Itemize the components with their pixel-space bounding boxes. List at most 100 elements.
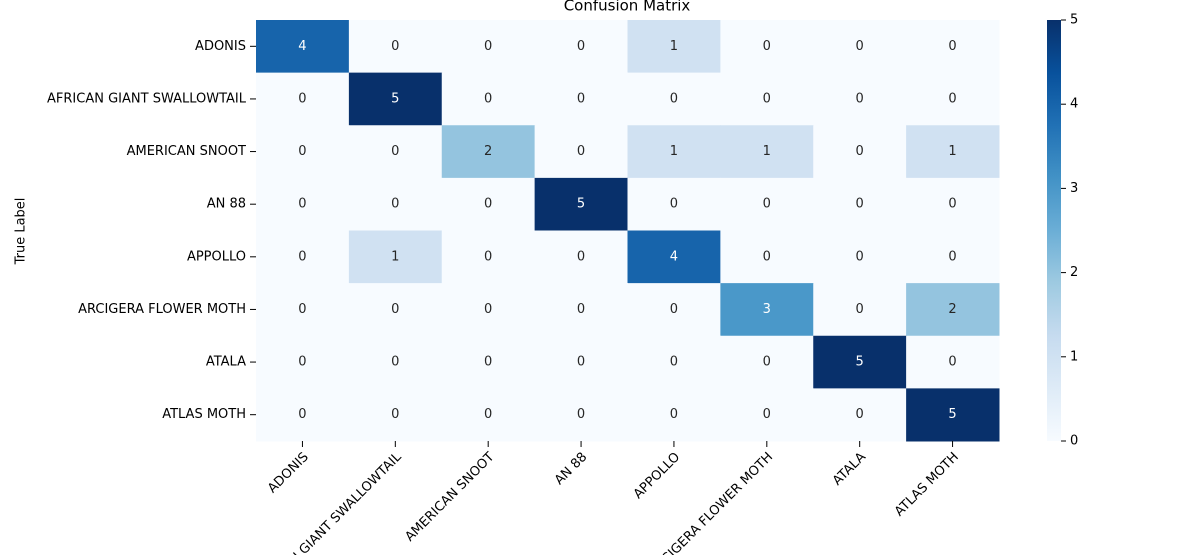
cell-value-label: 4 (670, 249, 678, 264)
heatmap-cell (813, 230, 907, 284)
heatmap-cell (441, 125, 536, 179)
heatmap-cell (627, 125, 721, 179)
heatmap-cell (720, 125, 814, 179)
x-tick-label: AMERICAN SNOOT (402, 450, 497, 545)
cell-value-label: 0 (856, 302, 864, 317)
x-tick-label: AN 88 (552, 450, 590, 488)
cell-value-label: 2 (484, 144, 492, 159)
heatmap-cell (627, 283, 721, 337)
y-tick-label: AMERICAN SNOOT (127, 144, 246, 159)
heatmap-cell (720, 388, 814, 442)
heatmap-cell (534, 335, 628, 389)
heatmap-cell (441, 335, 536, 389)
colorbar-tick-label: 0 (1070, 434, 1078, 449)
heatmap-cell (534, 230, 628, 284)
heatmap-cell (256, 125, 350, 179)
heatmap-cell (627, 388, 721, 442)
y-axis-label: True Label (14, 198, 29, 266)
cell-value-label: 0 (856, 91, 864, 106)
cell-value-label: 0 (298, 144, 306, 159)
y-tick-label: AFRICAN GIANT SWALLOWTAIL (47, 91, 247, 106)
y-tick-label: ADONIS (195, 39, 246, 54)
heatmap-cell (627, 335, 721, 389)
heatmap-cell (627, 177, 721, 231)
cell-value-label: 5 (577, 197, 585, 212)
cell-value-label: 0 (763, 407, 771, 422)
cell-value-label: 0 (577, 249, 585, 264)
colorbar-tick-label: 5 (1070, 13, 1078, 28)
heatmap-cell (813, 388, 907, 442)
x-tick-label: ADONIS (265, 450, 312, 497)
cell-value-label: 0 (763, 39, 771, 54)
cell-value-label: 1 (670, 39, 678, 54)
heatmap-cell (348, 20, 443, 74)
heatmap-cell (534, 388, 628, 442)
cell-value-label: 5 (391, 91, 399, 106)
heatmap-cell (720, 335, 814, 389)
heatmap-cell (256, 283, 350, 337)
heatmap-cell (906, 283, 1000, 337)
cell-value-label: 0 (856, 197, 864, 212)
cell-value-label: 0 (670, 407, 678, 422)
cell-value-label: 0 (391, 355, 399, 370)
cell-value-label: 0 (763, 197, 771, 212)
cell-value-label: 0 (391, 39, 399, 54)
colorbar-tick-label: 1 (1070, 349, 1078, 364)
heatmap-cell (627, 20, 721, 74)
cell-value-label: 0 (391, 144, 399, 159)
cell-value-label: 0 (577, 355, 585, 370)
x-tick-label: ATALA (830, 450, 869, 489)
heatmap-cell (256, 230, 350, 284)
heatmap-cell (256, 177, 350, 231)
y-tick-label: ATALA (206, 355, 246, 370)
cell-value-label: 0 (298, 407, 306, 422)
heatmap-cell (256, 335, 350, 389)
cell-value-label: 0 (577, 39, 585, 54)
cell-value-label: 0 (484, 355, 492, 370)
cell-value-label: 0 (948, 197, 956, 212)
heatmap-cell (906, 335, 1000, 389)
heatmap-cell (441, 20, 536, 74)
heatmap-cell (441, 72, 536, 126)
heatmap-cell (348, 177, 443, 231)
heatmap-cell (534, 177, 628, 231)
heatmap-cell (441, 230, 536, 284)
cell-value-label: 0 (948, 39, 956, 54)
heatmap-cell (534, 125, 628, 179)
heatmap-cell (906, 388, 1000, 442)
y-tick-label: APPOLLO (187, 249, 246, 264)
heatmap-cell (906, 125, 1000, 179)
cell-value-label: 0 (484, 91, 492, 106)
heatmap-cell (441, 388, 536, 442)
cell-value-label: 0 (670, 302, 678, 317)
cell-value-label: 0 (577, 302, 585, 317)
cell-value-label: 0 (391, 407, 399, 422)
cell-value-label: 2 (948, 302, 956, 317)
cell-value-label: 3 (763, 302, 771, 317)
cell-value-label: 0 (577, 407, 585, 422)
heatmap-cell (813, 177, 907, 231)
heatmap-cell (348, 335, 443, 389)
cell-value-label: 4 (298, 39, 306, 54)
y-tick-label: ATLAS MOTH (162, 407, 246, 422)
cell-value-label: 0 (763, 355, 771, 370)
cell-value-label: 0 (670, 197, 678, 212)
cell-value-label: 0 (948, 249, 956, 264)
heatmap-cell (348, 125, 443, 179)
colorbar-tick-label: 2 (1070, 265, 1078, 280)
heatmap-cell (256, 72, 350, 126)
heatmap-cell (627, 230, 721, 284)
cell-value-label: 0 (856, 249, 864, 264)
x-tick-label: ATLAS MOTH (892, 450, 962, 520)
cell-value-label: 0 (484, 197, 492, 212)
cell-value-label: 0 (298, 197, 306, 212)
cell-value-label: 1 (763, 144, 771, 159)
heatmap-cell (813, 335, 907, 389)
heatmap-cell (534, 72, 628, 126)
heatmap-cell (534, 283, 628, 337)
cell-value-label: 1 (391, 249, 399, 264)
heatmap-cell (256, 388, 350, 442)
heatmap-cell (813, 72, 907, 126)
